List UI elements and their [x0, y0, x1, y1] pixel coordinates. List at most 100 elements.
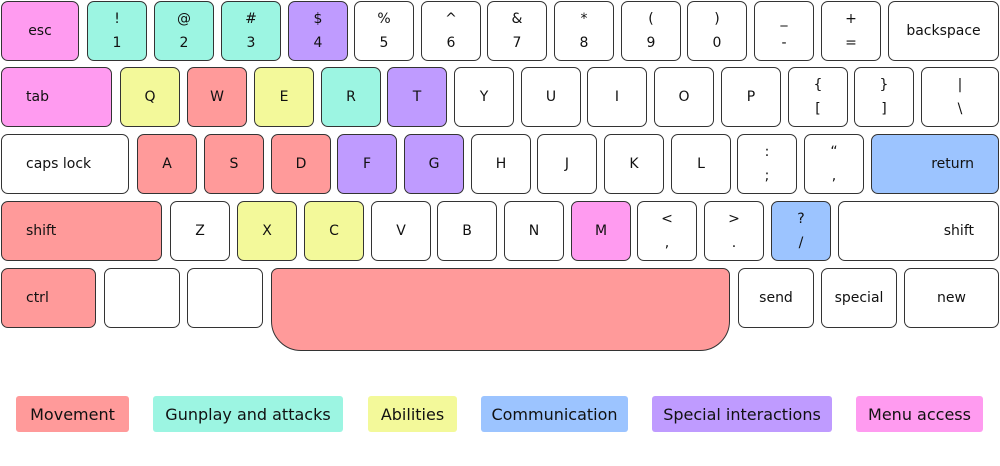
key-bracket-left[interactable]: {[ [788, 67, 848, 127]
key-3[interactable]: #3 [221, 1, 281, 61]
key-label: S [229, 156, 239, 172]
key-z[interactable]: Z [170, 201, 230, 261]
key-period[interactable]: >. [704, 201, 764, 261]
legend-item-communication: Communication [481, 396, 628, 432]
key-label: = [845, 35, 857, 51]
key-a[interactable]: A [137, 134, 197, 194]
key-2[interactable]: @2 [154, 1, 214, 61]
key-quote[interactable]: “, [804, 134, 864, 194]
key-label: Q [144, 89, 156, 105]
keyboard: esc! 1 @2 #3 $4% 5 ^ 6 & 7 * 8(9) 0 _ - + = backspace tab Q… [1, 1, 999, 351]
key-comma[interactable]: <, [637, 201, 697, 261]
key-shift-right[interactable]: shift [838, 201, 999, 261]
key-q[interactable]: Q [120, 67, 180, 127]
key-h[interactable]: H [471, 134, 531, 194]
key-w[interactable]: W [187, 67, 247, 127]
key-l[interactable]: L [671, 134, 731, 194]
key-label: { [813, 77, 823, 93]
key-label: 7 [512, 35, 522, 51]
key-u[interactable]: U [521, 67, 581, 127]
key-label: send [759, 290, 793, 306]
key-semicolon[interactable]: :; [737, 134, 797, 194]
key-p[interactable]: P [721, 67, 781, 127]
key-r[interactable]: R [321, 67, 381, 127]
key-m[interactable]: M [571, 201, 631, 261]
key-label: 5 [379, 35, 389, 51]
key-label: A [162, 156, 172, 172]
key-label: C [329, 223, 339, 239]
legend-item-abilities: Abilities [368, 396, 457, 432]
key-8[interactable]: * 8 [554, 1, 614, 61]
key-blank-1[interactable] [104, 268, 180, 328]
key-t[interactable]: T [387, 67, 447, 127]
key-label: F [362, 156, 372, 172]
key-j[interactable]: J [537, 134, 597, 194]
key-label: 3 [246, 35, 256, 51]
key-ctrl[interactable]: ctrl [1, 268, 96, 328]
legend-item-gunplay: Gunplay and attacks [153, 396, 343, 432]
key-slash[interactable]: ? / [771, 201, 831, 261]
key-label: U [545, 89, 557, 105]
key-label: , [664, 235, 670, 251]
key-label: ) [714, 11, 720, 27]
key-label: shift [26, 223, 57, 239]
key-shift-left[interactable]: shift [1, 201, 162, 261]
key-s[interactable]: S [204, 134, 264, 194]
key-f[interactable]: F [337, 134, 397, 194]
key-v[interactable]: V [371, 201, 431, 261]
key-label: D [295, 156, 307, 172]
key-bracket-right[interactable]: }] [854, 67, 914, 127]
key-k[interactable]: K [604, 134, 664, 194]
key-g[interactable]: G [404, 134, 464, 194]
key-label: + [845, 11, 857, 27]
key-x[interactable]: X [237, 201, 297, 261]
key-label: % [377, 11, 391, 27]
key-label: ; [764, 168, 770, 184]
key-label: K [629, 156, 639, 172]
key-send[interactable]: send [738, 268, 814, 328]
key-label: R [346, 89, 356, 105]
key-o[interactable]: O [654, 67, 714, 127]
key-d[interactable]: D [271, 134, 331, 194]
key-9[interactable]: (9 [621, 1, 681, 61]
key-label: : [764, 144, 770, 160]
key-blank-2[interactable] [187, 268, 263, 328]
legend-item-special: Special interactions [652, 396, 832, 432]
key-label: Z [195, 223, 205, 239]
key-minus[interactable]: _ - [754, 1, 814, 61]
key-y[interactable]: Y [454, 67, 514, 127]
key-i[interactable]: I [587, 67, 647, 127]
key-label: [ [815, 101, 821, 117]
key-b[interactable]: B [437, 201, 497, 261]
key-label: & [511, 11, 523, 27]
key-5[interactable]: % 5 [354, 1, 414, 61]
key-0[interactable]: ) 0 [687, 1, 747, 61]
key-backspace[interactable]: backspace [888, 1, 999, 61]
key-7[interactable]: & 7 [487, 1, 547, 61]
key-label: P [746, 89, 756, 105]
key-return[interactable]: return [871, 134, 999, 194]
key-label: ? [797, 211, 805, 227]
key-caps-lock[interactable]: caps lock [1, 134, 129, 194]
key-c[interactable]: C [304, 201, 364, 261]
key-label: 1 [112, 35, 122, 51]
key-esc[interactable]: esc [1, 1, 79, 61]
key-label: return [931, 156, 974, 172]
key-tab[interactable]: tab [1, 67, 112, 127]
key-equals[interactable]: + = [821, 1, 881, 61]
key-backslash[interactable]: | \ [921, 67, 999, 127]
key-e[interactable]: E [254, 67, 314, 127]
key-space[interactable] [271, 268, 730, 351]
key-1[interactable]: ! 1 [87, 1, 147, 61]
key-label: ! [114, 11, 120, 27]
key-n[interactable]: N [504, 201, 564, 261]
key-label: special [834, 290, 884, 306]
key-label: new [937, 290, 966, 306]
key-6[interactable]: ^ 6 [421, 1, 481, 61]
key-label: < [661, 211, 673, 227]
key-label: 4 [313, 35, 323, 51]
key-new[interactable]: new [904, 268, 999, 328]
key-4[interactable]: $4 [288, 1, 348, 61]
key-label: W [210, 89, 224, 105]
key-special[interactable]: special [821, 268, 897, 328]
